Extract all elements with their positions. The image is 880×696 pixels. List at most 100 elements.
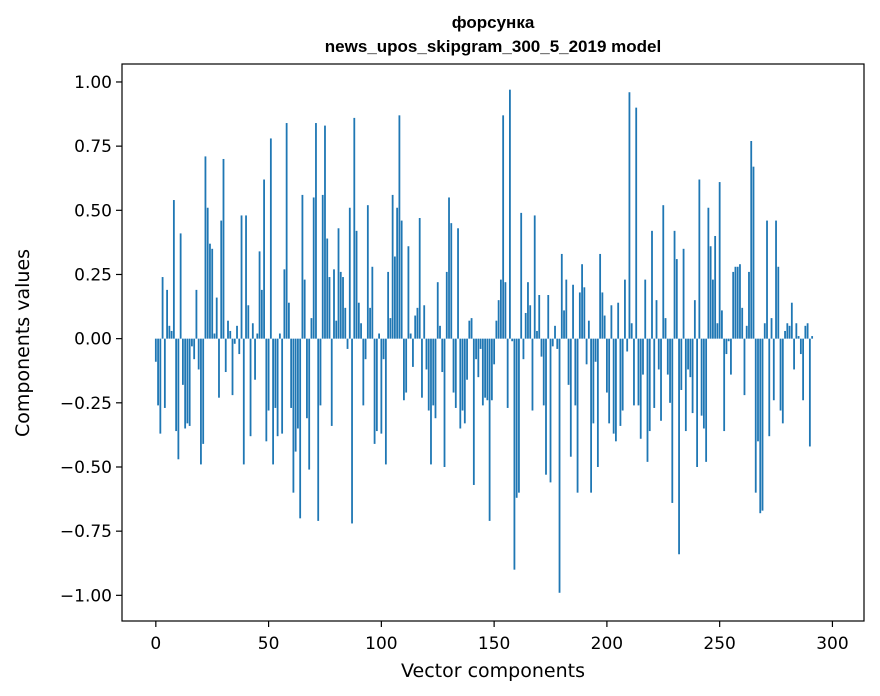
bar — [218, 338, 220, 398]
bar — [353, 117, 356, 339]
bar — [441, 338, 444, 373]
bar — [240, 215, 243, 339]
bar — [549, 338, 552, 483]
bar — [200, 338, 202, 465]
bar — [236, 325, 238, 339]
bar — [495, 320, 498, 339]
bar — [723, 338, 726, 432]
bar — [170, 330, 173, 339]
bar — [687, 338, 689, 370]
bar — [585, 338, 588, 365]
bar — [540, 338, 543, 357]
bar — [184, 338, 187, 429]
bar — [276, 338, 279, 437]
bar — [518, 338, 520, 493]
bar — [242, 338, 245, 465]
bar — [793, 338, 795, 370]
bar — [811, 336, 814, 339]
bar — [619, 338, 622, 426]
bar — [657, 338, 660, 370]
bar — [459, 338, 462, 429]
x-tick-label: 200 — [591, 634, 623, 654]
bar — [590, 338, 592, 493]
bar — [770, 318, 773, 339]
bar — [450, 223, 453, 339]
bar — [768, 338, 771, 437]
bar — [556, 338, 559, 349]
y-axis-label: Components values — [12, 249, 34, 437]
bar — [716, 323, 719, 339]
bar — [558, 338, 561, 593]
bar — [748, 271, 750, 339]
bar — [698, 179, 701, 339]
bar — [317, 338, 320, 521]
bar — [700, 338, 703, 416]
bar — [342, 277, 344, 339]
bar — [263, 179, 265, 339]
bar — [786, 323, 789, 339]
bar — [274, 338, 277, 408]
x-tick-label: 250 — [703, 634, 735, 654]
chart-title-line-1: форсунка — [452, 13, 535, 32]
bar — [461, 338, 464, 411]
bar — [610, 305, 613, 339]
bar — [468, 320, 471, 339]
x-tick-label: 50 — [258, 634, 280, 654]
bar — [213, 333, 216, 339]
bar — [479, 338, 482, 349]
bar — [310, 318, 313, 339]
bar — [603, 315, 606, 339]
y-tick-label: 1.00 — [74, 73, 112, 93]
bar — [448, 197, 450, 339]
bar — [423, 305, 426, 339]
bar — [265, 338, 268, 442]
bar — [702, 338, 705, 429]
bar — [777, 266, 780, 339]
bar — [608, 338, 611, 424]
bar — [432, 338, 435, 406]
bar — [493, 338, 496, 365]
bar — [529, 305, 532, 339]
bar — [360, 323, 362, 339]
bar — [533, 215, 536, 339]
bar — [718, 182, 721, 339]
bar — [357, 302, 360, 339]
bar — [290, 338, 293, 408]
bar — [637, 338, 640, 406]
bar — [355, 230, 358, 339]
bar — [565, 279, 568, 339]
bar — [188, 338, 191, 426]
bar — [254, 338, 256, 380]
y-tick-label: −0.25 — [60, 394, 112, 414]
bar — [527, 282, 529, 339]
bar — [258, 251, 261, 339]
bar — [220, 220, 223, 339]
bar — [804, 325, 807, 339]
bar — [790, 302, 793, 339]
bar — [306, 338, 308, 419]
bar — [256, 333, 259, 339]
bar — [463, 338, 466, 424]
y-tick-label: −1.00 — [60, 586, 112, 606]
bar — [211, 248, 214, 339]
bar — [412, 338, 414, 367]
bar — [186, 338, 189, 424]
bar — [418, 218, 421, 339]
bar — [601, 292, 604, 339]
bar — [346, 338, 349, 349]
bar — [195, 289, 198, 339]
bar — [193, 338, 196, 360]
bar — [648, 338, 651, 432]
bar — [378, 333, 380, 339]
bar — [511, 338, 514, 342]
bar — [179, 233, 182, 339]
bar — [567, 338, 570, 385]
bar — [576, 338, 579, 493]
bar — [175, 338, 178, 432]
bar — [215, 297, 218, 339]
bar — [502, 115, 505, 339]
bar — [626, 338, 629, 352]
bar — [416, 307, 419, 339]
bar — [689, 338, 692, 378]
bar — [384, 338, 387, 465]
